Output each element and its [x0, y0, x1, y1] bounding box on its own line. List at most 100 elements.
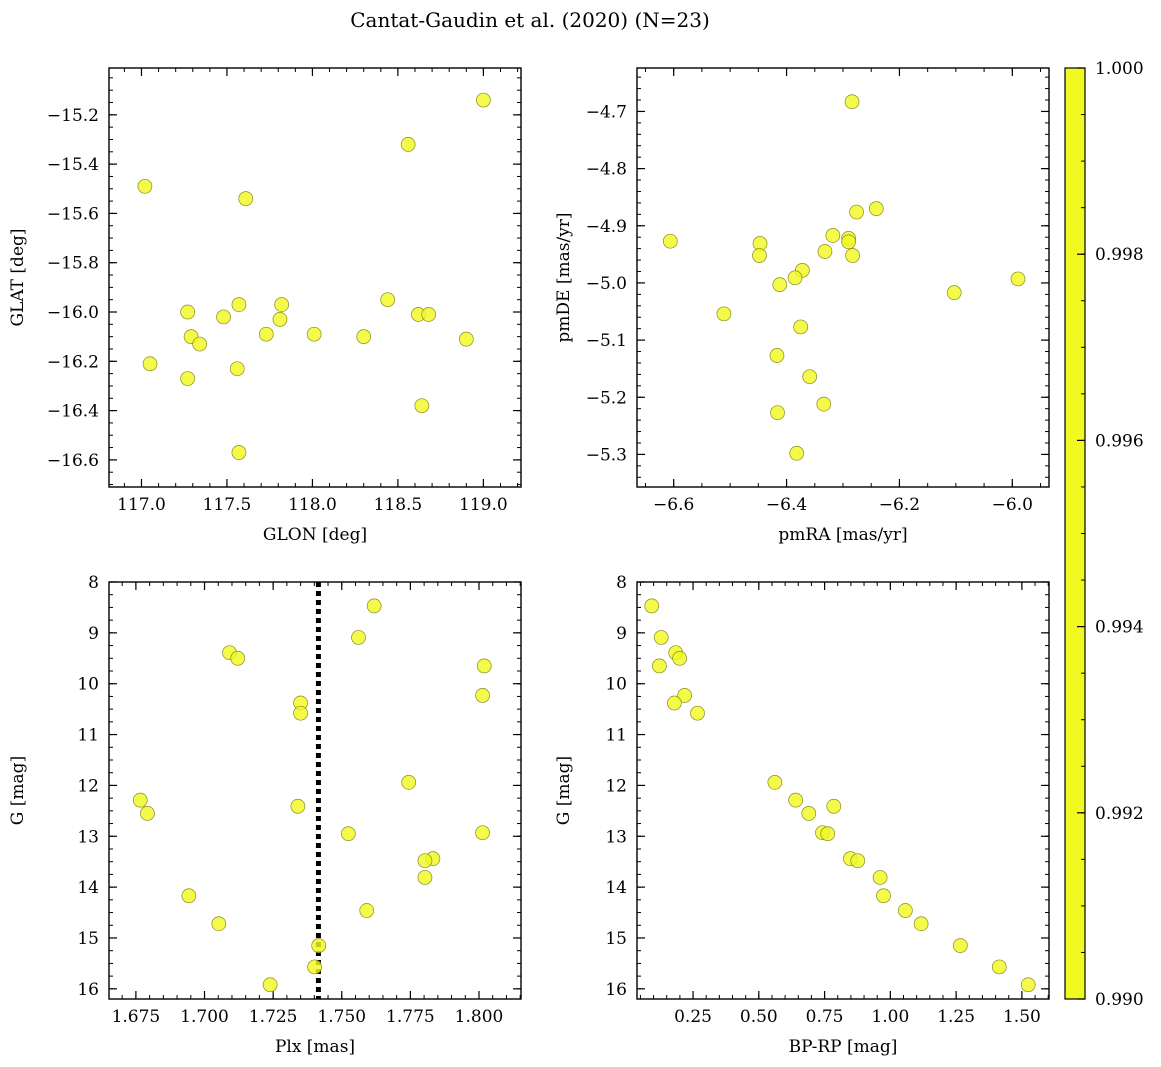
data-point: [898, 903, 913, 918]
colorbar-tick-label: 0.998: [1095, 245, 1144, 265]
data-point: [140, 806, 155, 821]
y-tick-label: 12: [605, 776, 627, 796]
data-point: [652, 658, 667, 674]
data-point: [913, 916, 929, 932]
data-point: [216, 309, 231, 325]
data-point: [306, 326, 322, 342]
y-axis-label: GLAT [deg]: [8, 228, 28, 326]
data-point: [772, 277, 788, 292]
axes-frame: [636, 67, 1050, 488]
y-tick-label: 13: [605, 827, 627, 847]
data-point: [849, 204, 864, 220]
data-point: [844, 94, 860, 110]
y-tick-label: 15: [77, 929, 99, 949]
data-point: [340, 826, 356, 842]
y-tick-label: 14: [77, 878, 99, 898]
data-point: [180, 304, 195, 320]
data-point: [476, 92, 491, 108]
data-point: [229, 361, 245, 377]
y-tick-label: −4.8: [586, 160, 627, 180]
minor-ticks: [637, 581, 1049, 999]
colorbar-tick-label: 0.992: [1095, 804, 1144, 824]
data-point: [356, 329, 372, 345]
y-tick-label: 16: [77, 980, 99, 1000]
data-point: [290, 798, 306, 814]
x-tick-label: 118.0: [288, 495, 337, 515]
colorbar-frame: [1064, 67, 1086, 1000]
colorbar: 1.000 0.998 0.996 0.994 0.992 0.990: [1064, 59, 1144, 1010]
data-point: [793, 319, 809, 335]
data-point: [826, 798, 842, 814]
y-tick-label: 9: [616, 624, 627, 644]
data-point: [787, 270, 803, 286]
y-tick-label: −15.4: [47, 155, 99, 175]
data-point: [770, 405, 785, 421]
y-tick-label: 13: [77, 827, 99, 847]
x-tick-label: 1.800: [455, 1007, 504, 1027]
data-point: [137, 178, 153, 194]
x-tick-label: 118.5: [374, 495, 423, 515]
data-point: [231, 445, 247, 460]
y-tick-label: −5.3: [586, 445, 627, 465]
data-point: [238, 191, 254, 206]
y-axis-label: pmDE [mas/yr]: [554, 212, 574, 342]
y-tick-label: −15.6: [47, 204, 99, 224]
axes-frame: [108, 581, 522, 1000]
x-tick-label: 0.75: [806, 1007, 844, 1027]
y-tick-label: −5.1: [586, 331, 627, 351]
data-point: [825, 228, 841, 243]
data-point: [841, 234, 856, 250]
y-tick-label: −5.0: [586, 274, 627, 294]
data-point: [991, 959, 1007, 975]
data-point: [307, 959, 322, 975]
data-point: [181, 888, 197, 904]
colorbar-tick-label: 0.996: [1095, 431, 1144, 451]
y-tick-label: 10: [605, 675, 627, 695]
data-point: [421, 307, 437, 322]
data-point: [366, 598, 382, 614]
y-axis-label: G [mag]: [8, 756, 28, 825]
data-point: [788, 792, 803, 808]
x-tick-label: 1.775: [386, 1007, 435, 1027]
data-point: [475, 688, 490, 703]
subplot-bprp-g: 0.25 0.50 0.75 1.00 1.25 1.50 8 9 10 11 12 13 14 15 16…: [554, 573, 1050, 1057]
data-point: [476, 658, 492, 674]
data-point: [677, 688, 692, 703]
data-point: [192, 336, 207, 352]
data-point: [132, 792, 148, 808]
data-point: [690, 705, 705, 721]
x-tick-label: 0.25: [674, 1007, 712, 1027]
x-tick-label: 1.50: [1003, 1007, 1041, 1027]
y-tick-label: 11: [77, 726, 99, 746]
y-tick-label: −16.4: [47, 402, 99, 422]
data-point: [231, 297, 247, 312]
data-point: [644, 598, 660, 614]
data-point: [180, 371, 195, 386]
data-point: [872, 870, 888, 885]
x-tick-label: 1.675: [112, 1007, 161, 1027]
data-point: [414, 398, 430, 414]
data-point: [662, 233, 678, 249]
data-point: [850, 853, 866, 869]
data-point: [311, 938, 327, 953]
y-tick-label: −16.6: [47, 451, 99, 471]
x-tick-label: −6.2: [879, 495, 920, 515]
minor-ticks: [109, 581, 521, 999]
data-point: [359, 903, 375, 918]
data-point: [767, 775, 783, 790]
y-tick-label: 15: [605, 929, 627, 949]
subplot-plx-g: 1.675 1.700 1.725 1.750 1.775 1.800 8 9 10 11 12 13…: [8, 573, 522, 1057]
colorbar-gradient: [1065, 68, 1085, 999]
data-point: [401, 775, 417, 790]
y-tick-label: 10: [77, 675, 99, 695]
data-point: [458, 331, 474, 347]
axes-frame: [108, 67, 522, 488]
x-tick-label: −6.6: [653, 495, 694, 515]
axes-frame: [636, 581, 1050, 1000]
x-axis-label: BP-RP [mag]: [789, 1037, 898, 1057]
data-point: [801, 806, 817, 821]
colorbar-tick-label: 1.000: [1095, 59, 1144, 79]
subplot-glon-glat: 117.0 117.5 118.0 118.5 119.0 −15.2 −15.4 −15.6…: [8, 67, 522, 545]
data-point: [1010, 271, 1026, 287]
data-point: [262, 977, 278, 993]
